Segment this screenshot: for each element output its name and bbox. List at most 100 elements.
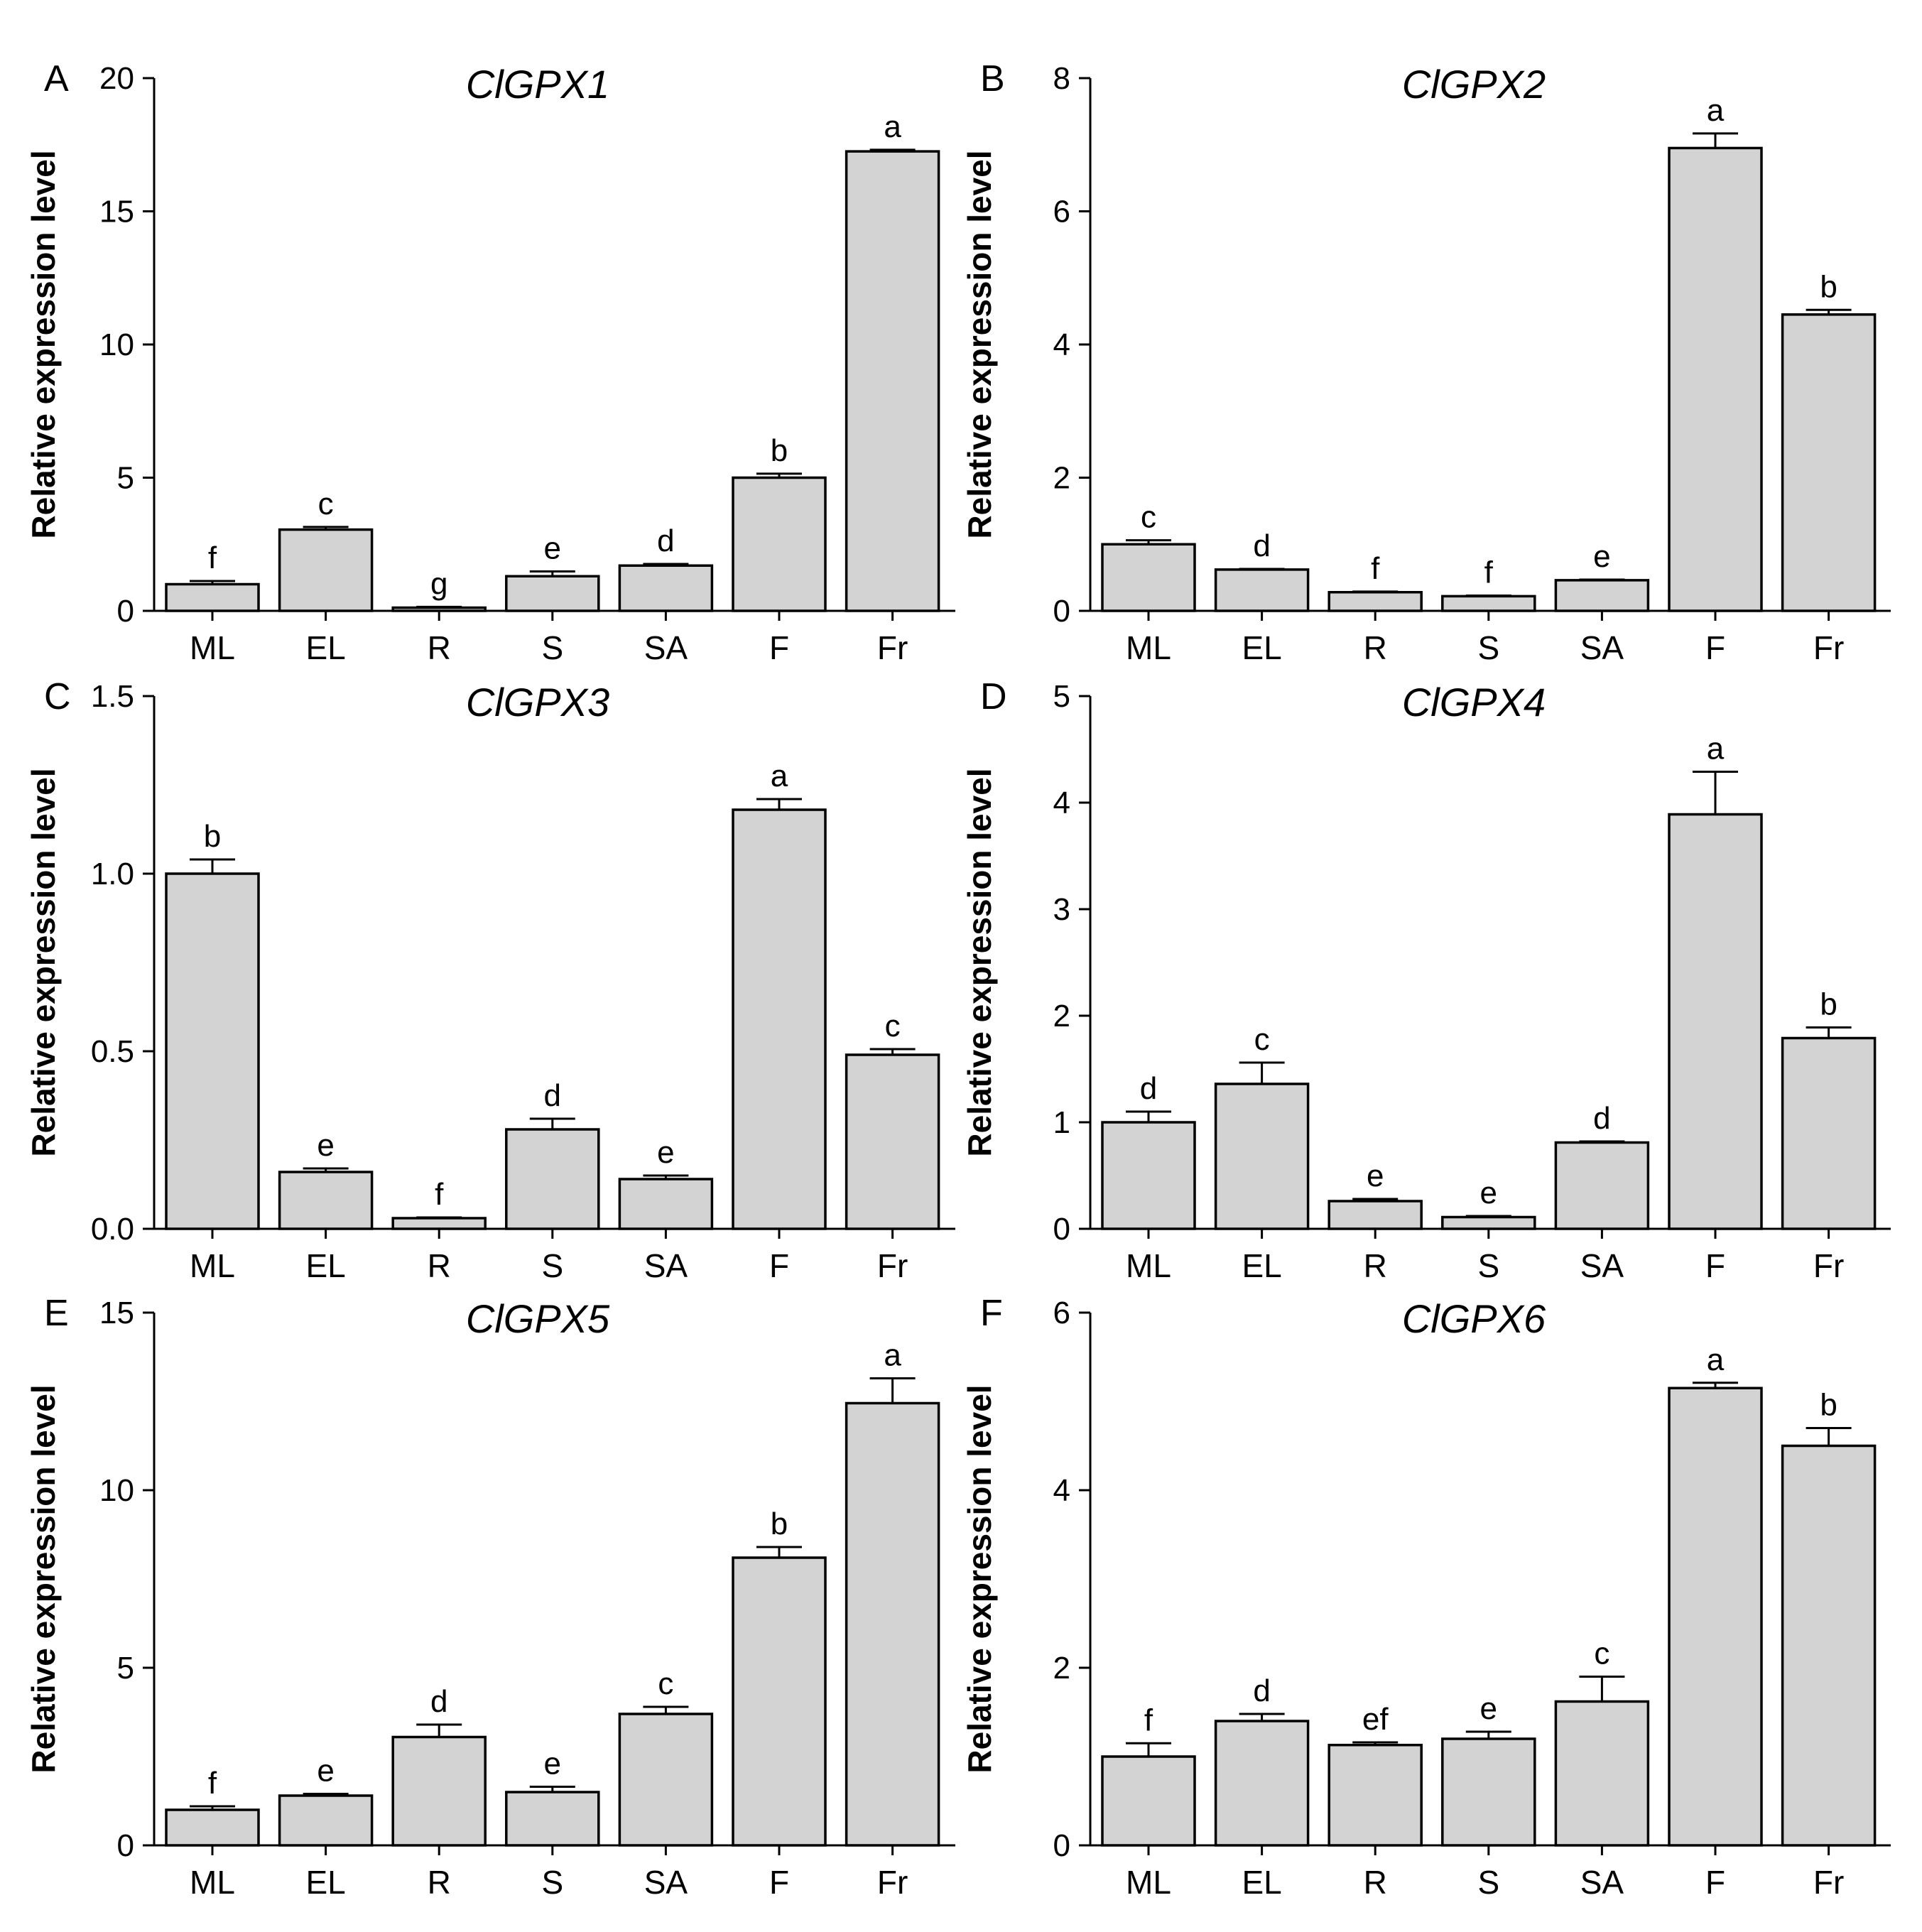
chart-title: ClGPX1: [466, 62, 609, 107]
error-bar-s: [529, 1117, 575, 1129]
significance-label: b: [1820, 269, 1837, 304]
bar-sa: [618, 1178, 714, 1230]
x-tick-label: Fr: [1813, 1247, 1844, 1284]
significance-label: f: [1371, 551, 1380, 586]
significance-label: c: [658, 1666, 673, 1701]
error-bar-ml: [190, 1805, 235, 1810]
bar-el: [278, 528, 374, 612]
bar-ml: [1101, 1755, 1196, 1847]
error-bar-el: [1239, 1061, 1285, 1084]
y-tick-label: 2: [1053, 1651, 1070, 1686]
x-tick-label: SA: [1580, 629, 1624, 666]
significance-label: f: [208, 541, 217, 575]
bar-fr: [845, 1053, 940, 1230]
y-tick-label: 6: [1053, 1296, 1070, 1330]
significance-label: f: [435, 1177, 444, 1212]
error-bar-fr: [869, 1377, 916, 1404]
bar-ml: [1101, 1121, 1196, 1230]
significance-label: f: [1484, 555, 1494, 590]
y-tick-label: 0: [1053, 1212, 1070, 1247]
significance-label: d: [544, 1078, 561, 1113]
bar-ml: [165, 582, 260, 612]
bar-ml: [165, 1808, 260, 1847]
x-tick-label: F: [1705, 1247, 1725, 1284]
chart-panel-a: A ClGPX1 Relative expression level f ML c EL gR…: [25, 58, 955, 666]
significance-label: b: [1820, 987, 1837, 1022]
chart-title: ClGPX6: [1402, 1296, 1546, 1341]
x-tick-label: ML: [190, 629, 235, 666]
significance-label: e: [544, 1747, 561, 1781]
y-tick-label: 5: [1053, 679, 1070, 714]
x-tick-label: F: [769, 1864, 789, 1901]
chart-title: ClGPX5: [466, 1296, 610, 1341]
error-bar-ml: [190, 858, 235, 874]
bar-fr: [845, 150, 940, 612]
x-tick-label: ML: [1126, 1864, 1171, 1901]
x-tick-label: SA: [644, 629, 688, 666]
x-tick-label: Fr: [1813, 1864, 1844, 1901]
significance-label: e: [1367, 1158, 1384, 1193]
bar-f: [732, 808, 827, 1230]
bar-s: [505, 1128, 600, 1230]
error-bar-f: [1693, 1382, 1738, 1389]
x-tick-label: EL: [1242, 1247, 1281, 1284]
bar-s: [1441, 1737, 1536, 1847]
significance-label: e: [317, 1128, 334, 1163]
error-bar-s: [1465, 1730, 1511, 1739]
x-tick-label: F: [769, 629, 789, 666]
bar-sa: [1554, 579, 1650, 612]
y-tick-label: 0.5: [91, 1034, 134, 1069]
chart-panel-c: C ClGPX3 Relative expression level b ML e EL fR…: [25, 676, 955, 1284]
chart-title: ClGPX4: [1402, 680, 1546, 724]
significance-label: f: [208, 1766, 217, 1801]
bar-f: [1668, 1386, 1763, 1847]
significance-label: a: [1707, 732, 1725, 766]
chart-panel-d: D ClGPX4 Relative expression level d ML c EL e R…: [961, 676, 1891, 1284]
y-tick-label: 10: [99, 327, 134, 362]
bar-fr: [845, 1401, 940, 1847]
significance-label: a: [884, 1338, 901, 1373]
error-bar-ml: [1126, 1742, 1171, 1757]
error-bar-f: [1693, 132, 1738, 148]
y-tick-label: 1.5: [91, 679, 134, 714]
error-bar-r: [416, 1216, 462, 1219]
x-tick-label: R: [428, 629, 451, 666]
y-tick-label: 0: [117, 594, 134, 629]
significance-label: e: [317, 1754, 334, 1789]
error-bar-s: [529, 570, 575, 577]
y-tick-label: 20: [99, 61, 134, 96]
significance-label: c: [1141, 500, 1156, 535]
x-tick-label: S: [1477, 1247, 1499, 1284]
x-tick-label: ML: [1126, 629, 1171, 666]
error-bar-sa: [1579, 1140, 1625, 1143]
bar-el: [1214, 1082, 1310, 1230]
significance-label: e: [1480, 1176, 1497, 1210]
error-bar-ml: [190, 580, 235, 585]
error-bar-el: [1239, 568, 1285, 570]
x-tick-label: ML: [1126, 1247, 1171, 1284]
x-tick-label: F: [769, 1247, 789, 1284]
significance-label: d: [1140, 1071, 1157, 1106]
significance-label: d: [1593, 1101, 1610, 1136]
error-bar-s: [1465, 594, 1511, 597]
y-tick-label: 4: [1053, 327, 1070, 362]
error-bar-el: [303, 1167, 349, 1172]
error-bar-ml: [1126, 1110, 1171, 1122]
error-bar-fr: [1806, 1026, 1852, 1038]
y-tick-label: 0: [1053, 594, 1070, 629]
bar-sa: [618, 564, 714, 612]
y-tick-label: 1.0: [91, 857, 134, 891]
significance-label: e: [1593, 539, 1610, 574]
bar-f: [1668, 813, 1763, 1230]
error-bar-fr: [1806, 1427, 1852, 1446]
x-tick-label: Fr: [877, 629, 908, 666]
x-tick-label: R: [1364, 1247, 1387, 1284]
y-tick-label: 3: [1053, 892, 1070, 927]
x-tick-label: R: [428, 1247, 451, 1284]
bar-ml: [1101, 543, 1196, 612]
x-tick-label: SA: [644, 1247, 688, 1284]
y-tick-label: 0: [117, 1828, 134, 1863]
error-bar-sa: [643, 563, 689, 566]
bar-fr: [1781, 313, 1877, 612]
chart-panel-b: B ClGPX2 Relative expression level c ML d EL f R…: [961, 58, 1891, 666]
